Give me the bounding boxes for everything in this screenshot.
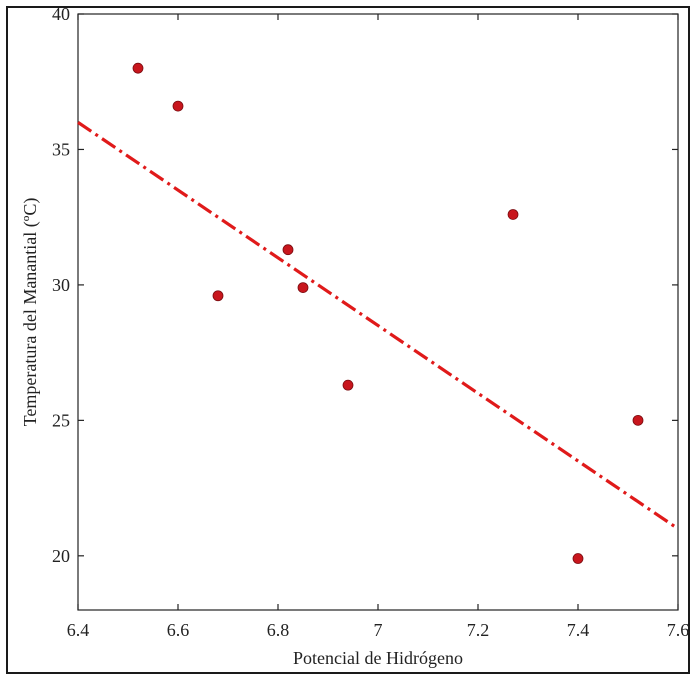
x-axis-title: Potencial de Hidrógeno bbox=[293, 648, 463, 668]
x-tick-label: 7.4 bbox=[567, 620, 590, 640]
chart-frame bbox=[6, 6, 690, 674]
x-axis: 6.4 6.6 6.8 7 7.2 7.4 7.6 bbox=[67, 14, 690, 640]
x-tick-label: 7 bbox=[374, 620, 383, 640]
data-point bbox=[342, 379, 354, 391]
data-point bbox=[212, 290, 224, 302]
data-point bbox=[172, 100, 184, 112]
y-tick-label: 40 bbox=[52, 4, 70, 24]
y-tick-label: 25 bbox=[52, 410, 70, 430]
plot-area bbox=[77, 13, 679, 611]
y-tick-label: 20 bbox=[52, 546, 70, 566]
y-axis: 20 25 30 35 40 bbox=[52, 4, 678, 566]
data-point bbox=[282, 244, 294, 256]
y-axis-title: Temperatura del Manantial (ºC) bbox=[20, 198, 41, 427]
data-point bbox=[632, 414, 644, 426]
x-tick-label: 7.6 bbox=[667, 620, 690, 640]
data-point bbox=[132, 62, 144, 74]
x-tick-label: 6.4 bbox=[67, 620, 90, 640]
y-tick-label: 35 bbox=[52, 139, 70, 159]
trend-line bbox=[77, 121, 679, 531]
data-point bbox=[572, 553, 584, 564]
x-tick-label: 7.2 bbox=[467, 620, 490, 640]
x-tick-label: 6.6 bbox=[167, 620, 190, 640]
y-tick-label: 30 bbox=[52, 275, 70, 295]
x-tick-label: 6.8 bbox=[267, 620, 290, 640]
trend-line-group bbox=[77, 121, 679, 531]
data-point bbox=[297, 282, 309, 294]
data-point bbox=[507, 209, 519, 220]
data-points bbox=[132, 62, 644, 564]
